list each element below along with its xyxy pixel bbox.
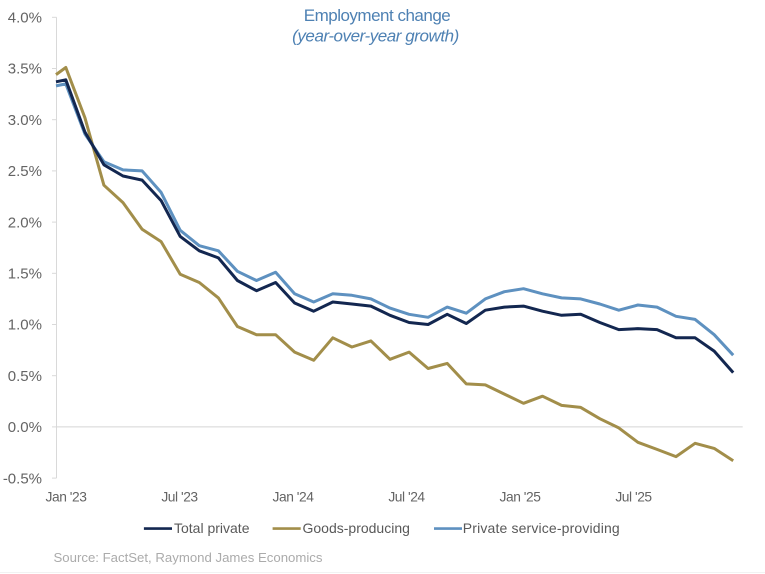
svg-text:0.0%: 0.0% [8, 419, 42, 436]
svg-text:(year-over-year growth): (year-over-year growth) [292, 27, 459, 46]
svg-text:3.5%: 3.5% [8, 61, 42, 78]
svg-text:1.0%: 1.0% [8, 317, 42, 334]
svg-text:Source: FactSet, Raymond James: Source: FactSet, Raymond James Economics [54, 550, 323, 565]
svg-text:1.5%: 1.5% [8, 266, 42, 283]
svg-text:Goods-producing: Goods-producing [303, 520, 410, 536]
svg-text:Jan '23: Jan '23 [46, 490, 88, 505]
svg-text:2.5%: 2.5% [8, 163, 42, 180]
svg-text:Employment change: Employment change [304, 6, 451, 25]
svg-text:Jul '24: Jul '24 [388, 490, 425, 505]
svg-text:4.0%: 4.0% [8, 10, 42, 27]
svg-text:3.0%: 3.0% [8, 112, 42, 129]
svg-text:Private service-providing: Private service-providing [463, 520, 620, 536]
svg-text:Jan '25: Jan '25 [500, 490, 542, 505]
svg-text:0.5%: 0.5% [8, 368, 42, 385]
svg-text:Total private: Total private [174, 520, 250, 536]
svg-text:Jul '25: Jul '25 [615, 490, 652, 505]
svg-text:2.0%: 2.0% [8, 214, 42, 231]
svg-text:Jul '23: Jul '23 [161, 490, 198, 505]
svg-text:-0.5%: -0.5% [3, 470, 42, 487]
svg-text:Jan '24: Jan '24 [273, 490, 315, 505]
